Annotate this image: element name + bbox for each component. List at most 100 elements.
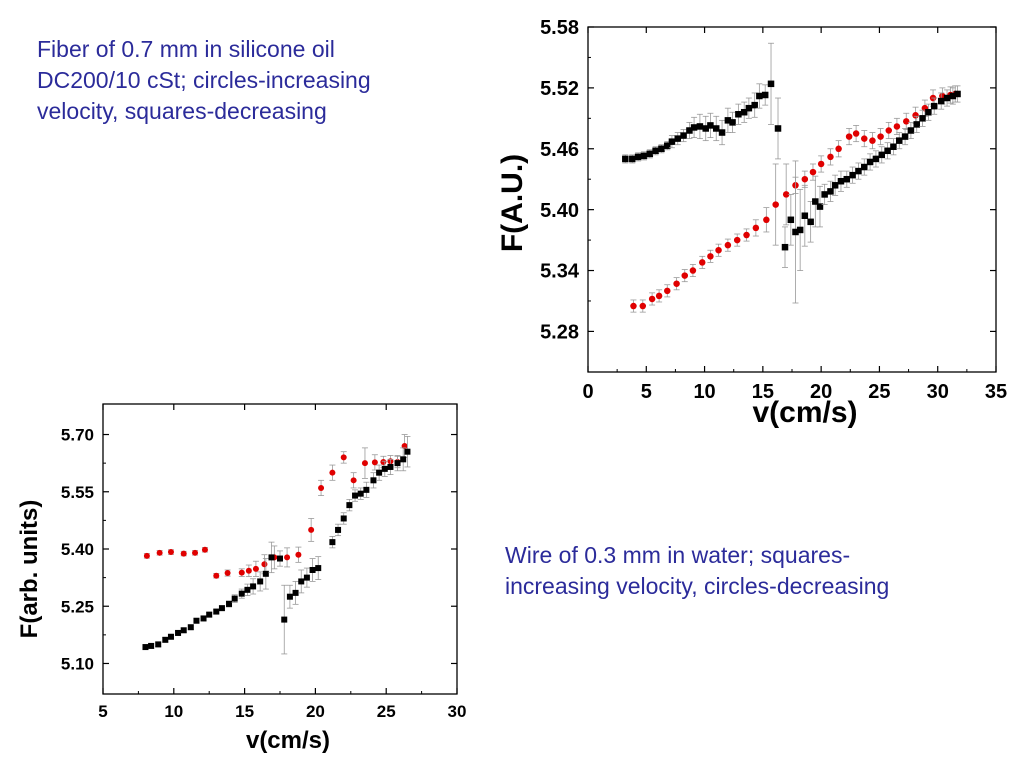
data-point-circle	[852, 130, 860, 137]
data-point-circle	[869, 137, 876, 144]
y-tick-label: 5.40	[61, 540, 94, 559]
data-point-square	[729, 119, 736, 126]
data-point-square	[696, 123, 704, 130]
data-point-square	[890, 143, 897, 150]
data-point-square	[357, 490, 364, 497]
data-point-square	[884, 147, 891, 155]
data-point-circle	[350, 477, 357, 484]
data-point-square	[761, 91, 769, 99]
data-point-square	[930, 102, 938, 110]
data-point-circle	[772, 201, 779, 208]
data-point-square	[652, 147, 659, 155]
data-point-square	[244, 586, 251, 593]
data-point-square	[187, 624, 194, 631]
data-point-square	[226, 600, 233, 607]
data-point-square	[394, 460, 401, 467]
data-point-square	[292, 589, 299, 596]
data-point-square	[646, 150, 654, 158]
data-point-square	[213, 608, 220, 615]
data-point-circle	[885, 127, 893, 134]
data-point-square	[180, 627, 187, 634]
data-point-square	[913, 121, 920, 128]
x-tick-label: 5	[98, 702, 107, 721]
y-tick-label: 5.46	[540, 139, 579, 161]
data-point-square	[812, 198, 819, 205]
data-point-square	[751, 101, 758, 109]
data-point-square	[262, 570, 269, 577]
data-point-circle	[371, 459, 378, 466]
data-point-square	[329, 539, 336, 546]
data-point-square	[658, 145, 665, 153]
y-tick-label: 5.28	[540, 322, 579, 344]
data-point-square	[281, 616, 288, 623]
data-point-square	[400, 456, 407, 463]
data-point-square	[148, 642, 155, 649]
x-tick-label: 20	[810, 381, 832, 403]
x-tick-label: 35	[985, 381, 1007, 403]
y-axis-label: F(A.U.)	[496, 154, 529, 252]
data-point-square	[257, 578, 264, 585]
data-point-circle	[763, 216, 770, 224]
data-point-square	[629, 155, 636, 163]
x-tick-label: 0	[582, 381, 593, 403]
data-point-circle	[733, 236, 741, 244]
data-point-square	[298, 578, 305, 585]
data-point-square	[309, 566, 316, 573]
data-point-square	[787, 216, 795, 224]
data-point-circle	[877, 133, 884, 140]
data-point-square	[175, 629, 182, 636]
data-point-square	[792, 228, 799, 236]
data-point-circle	[845, 133, 853, 140]
caption-wire-experiment: Wire of 0.3 mm in water; squares- increa…	[505, 542, 890, 599]
data-point-circle	[401, 442, 408, 449]
data-point-square	[622, 155, 629, 163]
x-axis-label: v(cm/s)	[752, 396, 857, 429]
data-point-square	[781, 243, 789, 251]
data-point-circle	[238, 569, 245, 576]
data-point-square	[735, 111, 742, 118]
data-point-circle	[655, 292, 663, 300]
data-point-square	[686, 127, 693, 134]
data-point-circle	[143, 552, 150, 559]
data-point-square	[668, 138, 676, 145]
x-tick-label: 15	[752, 381, 774, 403]
data-point-circle	[752, 224, 760, 232]
data-point-square	[774, 125, 782, 132]
data-point-square	[937, 97, 945, 105]
data-point-circle	[630, 302, 637, 310]
data-point-circle	[893, 123, 901, 130]
data-point-square	[363, 486, 370, 493]
data-point-square	[807, 218, 814, 226]
data-point-circle	[809, 168, 817, 176]
x-tick-label: 10	[693, 381, 715, 403]
data-point-circle	[156, 549, 163, 556]
data-point-circle	[308, 526, 315, 533]
data-point-circle	[715, 246, 722, 254]
data-point-square	[167, 633, 174, 640]
data-point-square	[907, 127, 915, 134]
data-point-circle	[664, 287, 671, 295]
y-tick-label: 5.25	[61, 597, 94, 616]
data-point-square	[277, 555, 283, 562]
data-point-square	[352, 492, 359, 499]
data-point-square	[340, 515, 347, 522]
data-point-square	[346, 502, 353, 509]
data-point-circle	[192, 549, 199, 556]
data-point-circle	[284, 554, 291, 561]
data-point-circle	[817, 160, 825, 168]
data-point-square	[756, 92, 763, 100]
data-point-circle	[827, 153, 834, 161]
data-point-square	[796, 226, 804, 234]
data-point-square	[724, 117, 732, 124]
data-point-square	[878, 151, 886, 159]
circle-series	[630, 85, 959, 313]
data-point-circle	[673, 280, 680, 287]
x-axis-label: v(cm/s)	[246, 727, 330, 754]
data-point-square	[206, 611, 213, 618]
data-point-circle	[902, 118, 910, 125]
x-tick-label: 20	[306, 702, 325, 721]
data-point-circle	[361, 460, 368, 467]
data-point-square	[250, 583, 257, 590]
